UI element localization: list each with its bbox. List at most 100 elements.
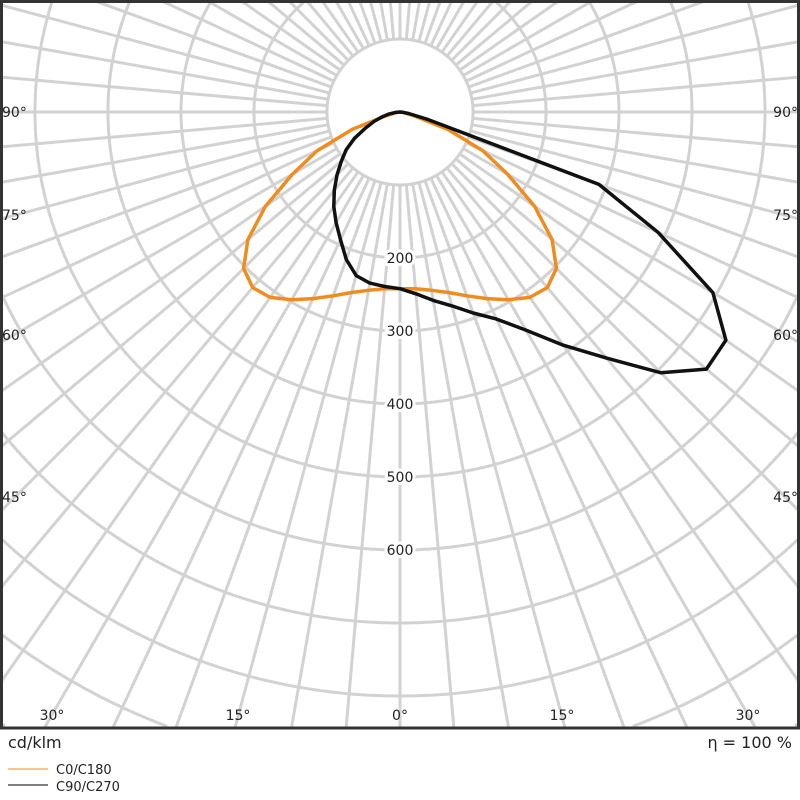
angle-label-right-60: 60° xyxy=(773,328,798,344)
grid-ray xyxy=(445,166,800,589)
unit-label: cd/klm xyxy=(8,733,62,752)
radial-tick-label: 400 xyxy=(387,397,414,413)
grid-ray xyxy=(454,0,534,67)
grid-ray xyxy=(470,3,800,95)
grid-ray xyxy=(411,183,510,728)
grid-ray xyxy=(429,0,454,47)
grid-ray xyxy=(468,0,706,89)
grid-ray xyxy=(417,182,567,728)
legend-label-c0-c180: C0/C180 xyxy=(56,763,112,778)
grid-ray xyxy=(111,177,371,728)
angle-label-left-45: 45° xyxy=(2,490,27,506)
grid-ray xyxy=(0,129,330,221)
grid-ray xyxy=(462,0,594,77)
curve-c90-c270 xyxy=(332,110,728,375)
angle-label-right-75: 75° xyxy=(773,208,798,224)
grid-circle xyxy=(106,0,694,406)
angle-label-bottom-30-right: 30° xyxy=(736,708,761,724)
grid-ray xyxy=(450,162,800,513)
grid-ray xyxy=(471,40,800,101)
grid-ray xyxy=(305,0,355,58)
angle-label-bottom-15-right: 15° xyxy=(550,708,575,724)
grid-ray xyxy=(472,75,800,108)
radial-tick-label: 600 xyxy=(387,543,414,559)
grid-ray xyxy=(440,170,800,683)
grid-ray xyxy=(334,0,365,50)
grid-ray xyxy=(458,0,560,72)
grid-circle xyxy=(0,537,800,698)
grid-ray xyxy=(287,0,350,62)
grid-ray xyxy=(206,0,338,77)
grid-ray xyxy=(404,184,456,728)
grid-ray xyxy=(344,184,396,728)
grid-ray xyxy=(423,180,626,728)
grid-ray xyxy=(0,166,355,589)
grid-ray xyxy=(43,174,365,728)
radial-tick-label: 500 xyxy=(387,470,414,486)
intensity-curves xyxy=(241,110,728,375)
grid-ray xyxy=(0,123,329,184)
grid-ray xyxy=(411,0,422,41)
grid-ray xyxy=(290,183,389,728)
radial-tick-label: 300 xyxy=(387,324,414,340)
grid-ray xyxy=(94,0,332,89)
grid-ray xyxy=(0,152,342,393)
grid-ray xyxy=(161,0,335,83)
grid-ray xyxy=(233,182,383,728)
grid-ray xyxy=(266,0,346,67)
radial-tick-labels: 200 300 400 500 600 xyxy=(384,248,417,562)
grid-ray xyxy=(368,0,383,42)
grid-circle xyxy=(1,633,799,728)
grid-ray xyxy=(465,141,800,300)
grid-ray xyxy=(465,0,639,83)
angle-label-bottom-0: 0° xyxy=(392,708,408,724)
grid-ray xyxy=(346,0,371,47)
grid-ray xyxy=(435,0,466,50)
grid-ray xyxy=(0,170,360,683)
grid-ray xyxy=(404,0,412,40)
grid-ray xyxy=(174,180,377,728)
grid-ray xyxy=(445,0,495,58)
grid-ray xyxy=(454,157,800,448)
grid-ray xyxy=(450,0,513,62)
angle-label-left-75: 75° xyxy=(2,208,27,224)
grid-ray xyxy=(458,152,800,393)
grid-ray xyxy=(440,0,479,54)
grid-ray xyxy=(423,0,442,44)
grid-circle xyxy=(33,1,767,479)
grid-ray xyxy=(462,147,800,344)
grid-ray xyxy=(0,147,338,344)
grid-ray xyxy=(240,0,342,72)
grid-ray xyxy=(0,75,328,108)
legend-label-c90-c270: C90/C270 xyxy=(56,780,120,795)
grid-ray xyxy=(472,116,800,149)
grid-ray xyxy=(0,162,350,513)
angle-label-right-45: 45° xyxy=(773,490,798,506)
grid-ray xyxy=(429,177,689,728)
grid-circle xyxy=(0,292,800,552)
grid-ray xyxy=(417,0,432,42)
angle-label-left-60: 60° xyxy=(2,328,27,344)
grid-ray xyxy=(435,174,757,728)
grid-ray xyxy=(471,123,800,184)
angle-label-bottom-30-left: 30° xyxy=(40,708,65,724)
grid-ray xyxy=(0,157,346,448)
angle-label-bottom-15-left: 15° xyxy=(226,708,251,724)
polar-grid xyxy=(0,0,800,728)
grid-ray xyxy=(388,0,396,40)
angle-label-left-90: 90° xyxy=(2,105,27,121)
grid-ray xyxy=(0,135,332,259)
grid-ray xyxy=(358,0,377,44)
efficiency-label: η = 100 % xyxy=(707,733,792,752)
grid-ray xyxy=(321,0,360,54)
grid-circle xyxy=(0,430,800,625)
grid-ray xyxy=(470,129,800,221)
grid-ray xyxy=(378,0,389,41)
plot-frame xyxy=(0,0,800,730)
grid-ray xyxy=(0,3,330,95)
angle-label-right-90: 90° xyxy=(773,105,798,121)
grid-ray xyxy=(0,116,328,149)
radial-tick-label: 200 xyxy=(387,251,414,267)
grid-ray xyxy=(0,141,335,300)
